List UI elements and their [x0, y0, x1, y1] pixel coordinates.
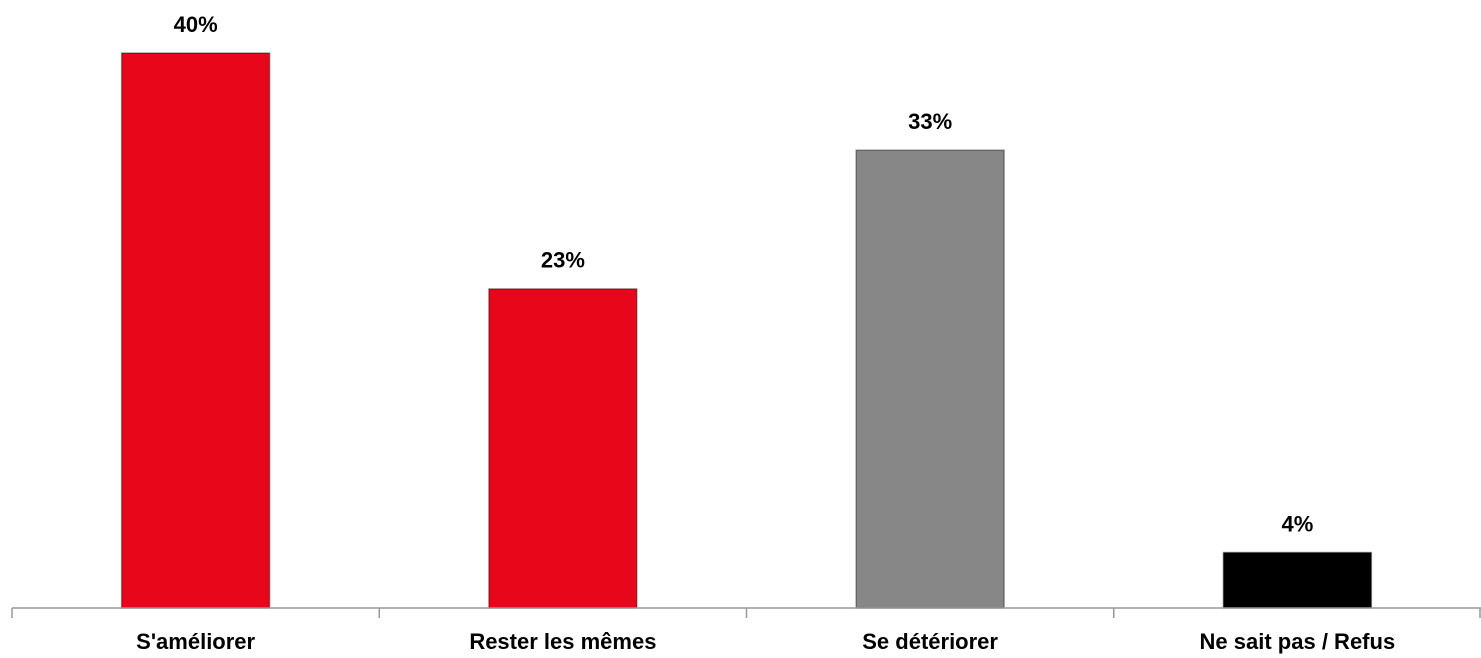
- value-label: 33%: [908, 109, 952, 134]
- bar: [1222, 551, 1373, 609]
- value-label: 23%: [541, 248, 585, 273]
- x-tick-label: Ne sait pas / Refus: [1200, 629, 1396, 654]
- bar: [855, 149, 1005, 609]
- bar: [488, 288, 638, 609]
- x-tick-label: Rester les mêmes: [469, 629, 656, 654]
- value-label: 4%: [1281, 511, 1313, 536]
- x-tick-label: Se détériorer: [862, 629, 998, 654]
- value-label: 40%: [174, 12, 218, 37]
- x-tick-label: S'améliorer: [136, 629, 255, 654]
- bar: [120, 52, 271, 609]
